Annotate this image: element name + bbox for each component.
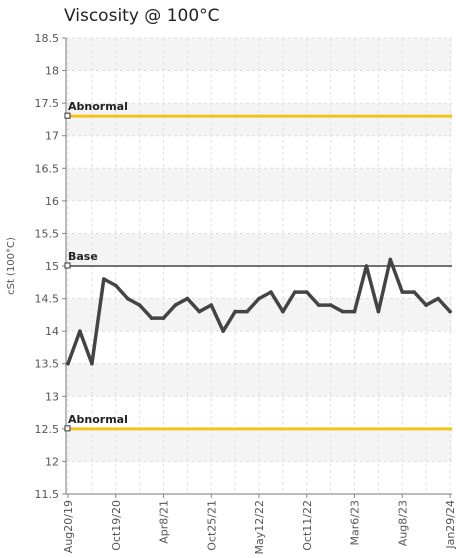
y-tick-label: 16.5	[35, 162, 60, 175]
x-tick-label: Oct25/21	[205, 500, 218, 551]
reference-marker	[64, 262, 71, 269]
data-point	[436, 296, 440, 301]
data-point	[233, 309, 237, 314]
grid-band	[66, 38, 452, 71]
data-point	[316, 303, 321, 307]
data-point	[245, 309, 249, 314]
y-tick-label: 17.5	[35, 97, 60, 110]
y-tick-label: 13	[45, 390, 59, 403]
reference-label: Abnormal	[68, 100, 128, 113]
data-point	[388, 257, 393, 262]
data-point	[269, 290, 273, 294]
x-tick-label: Jan29/24	[444, 500, 456, 550]
y-tick-label: 15.5	[35, 227, 60, 240]
reference-label: Abnormal	[68, 413, 128, 426]
y-tick-label: 13.5	[35, 358, 60, 371]
y-tick-label: 15	[45, 260, 59, 273]
data-point	[257, 296, 261, 301]
x-tick-label: Mar6/23	[349, 500, 362, 545]
data-point	[209, 303, 214, 307]
data-point	[304, 290, 309, 294]
x-tick-label: May12/22	[253, 500, 266, 554]
data-point	[221, 329, 225, 333]
data-point	[90, 361, 94, 366]
data-point	[281, 309, 285, 314]
y-tick-label: 17	[45, 130, 59, 143]
data-point	[149, 316, 154, 320]
data-point	[364, 264, 369, 268]
data-point	[340, 309, 345, 314]
y-tick-label: 18.5	[35, 32, 60, 45]
data-point	[125, 296, 130, 301]
data-point	[161, 316, 166, 320]
y-tick-label: 18	[45, 65, 59, 78]
y-tick-label: 11.5	[35, 488, 60, 501]
grid-band	[66, 428, 452, 462]
x-tick-label: Aug8/23	[396, 500, 409, 546]
data-point	[185, 296, 190, 301]
data-point	[293, 290, 297, 294]
chart-title: Viscosity @ 100°C	[64, 6, 220, 26]
y-tick-label: 14.5	[35, 293, 60, 306]
y-tick-label: 12	[45, 455, 59, 468]
y-tick-label: 14	[45, 325, 59, 338]
data-point	[113, 283, 118, 288]
y-axis-label: cSt (100°C)	[6, 237, 17, 295]
x-tick-label: Oct19/20	[110, 500, 123, 551]
data-point	[376, 309, 381, 314]
data-point	[102, 277, 106, 281]
y-tick-label: 12.5	[35, 423, 60, 436]
y-tick-label: 16	[45, 195, 59, 208]
reference-marker	[64, 425, 71, 432]
x-tick-label: Oct11/22	[301, 500, 314, 551]
data-point	[66, 361, 70, 366]
data-point	[328, 303, 333, 307]
x-tick-label: Apr8/21	[158, 500, 171, 544]
reference-marker	[64, 112, 71, 119]
data-point	[137, 303, 142, 307]
data-point	[352, 309, 357, 314]
data-point	[448, 309, 452, 314]
x-tick-label: Aug20/19	[62, 500, 75, 553]
data-point	[173, 303, 178, 307]
data-point	[400, 290, 405, 294]
data-point	[412, 290, 416, 294]
data-point	[78, 329, 82, 333]
data-point	[197, 309, 202, 314]
reference-label: Base	[68, 250, 98, 263]
data-point	[424, 303, 428, 307]
